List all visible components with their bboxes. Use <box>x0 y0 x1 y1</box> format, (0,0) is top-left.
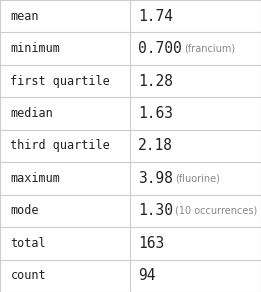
Text: 0.700: 0.700 <box>138 41 182 56</box>
Text: 3.98: 3.98 <box>138 171 173 186</box>
Text: 94: 94 <box>138 268 156 283</box>
Text: total: total <box>10 237 46 250</box>
Text: 2.18: 2.18 <box>138 138 173 154</box>
Text: maximum: maximum <box>10 172 60 185</box>
Text: (fluorine): (fluorine) <box>175 173 220 183</box>
Text: first quartile: first quartile <box>10 75 110 88</box>
Text: 163: 163 <box>138 236 164 251</box>
Text: count: count <box>10 269 46 282</box>
Text: third quartile: third quartile <box>10 140 110 152</box>
Text: 1.74: 1.74 <box>138 9 173 24</box>
Text: 1.63: 1.63 <box>138 106 173 121</box>
Text: (francium): (francium) <box>184 44 235 54</box>
Text: mean: mean <box>10 10 39 23</box>
Text: median: median <box>10 107 53 120</box>
Text: (10 occurrences): (10 occurrences) <box>175 206 257 216</box>
Text: mode: mode <box>10 204 39 217</box>
Text: 1.30: 1.30 <box>138 204 173 218</box>
Text: 1.28: 1.28 <box>138 74 173 88</box>
Text: minimum: minimum <box>10 42 60 55</box>
